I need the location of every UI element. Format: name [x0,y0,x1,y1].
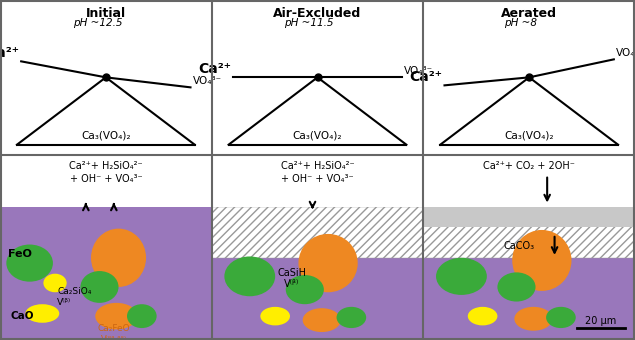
Text: Ca₂SiO₄: Ca₂SiO₄ [57,287,91,296]
Text: V⁽ᵝ⁾: V⁽ᵝ⁾ [284,279,300,289]
Ellipse shape [260,307,290,325]
Ellipse shape [6,244,53,282]
Bar [211,0,424,155]
Text: Ca²⁺: Ca²⁺ [198,62,231,76]
Text: Ca₂FeO: Ca₂FeO [98,324,131,333]
Text: Aerated: Aerated [501,7,557,20]
Text: Ca₃(VO₄)₂: Ca₃(VO₄)₂ [504,131,554,141]
Text: CaO: CaO [11,311,34,321]
Bar [424,0,635,155]
Text: FeO: FeO [8,249,32,259]
Text: VO₄³⁻: VO₄³⁻ [192,76,222,86]
Text: Air-Excluded: Air-Excluded [274,7,361,20]
Ellipse shape [303,308,341,332]
Text: Initial: Initial [86,7,126,20]
Bar [0,0,211,155]
Ellipse shape [512,230,572,291]
Ellipse shape [25,304,59,323]
Text: V⁽ᵝ⁾: V⁽ᵝ⁾ [57,298,71,307]
Ellipse shape [514,307,552,331]
Text: Ca²⁺+ H₂SiO₄²⁻: Ca²⁺+ H₂SiO₄²⁻ [281,161,354,171]
Ellipse shape [436,258,487,295]
Ellipse shape [286,275,324,304]
Text: Ca²⁺+ H₂SiO₄²⁻: Ca²⁺+ H₂SiO₄²⁻ [69,161,143,171]
Text: CaSiH: CaSiH [277,268,307,278]
Text: VO₄³⁻: VO₄³⁻ [404,66,433,76]
Text: pH ~12.5: pH ~12.5 [72,18,122,28]
Text: Ca²⁺: Ca²⁺ [410,70,443,84]
Bar [0,207,211,340]
Ellipse shape [298,234,358,292]
Text: Ca²⁺: Ca²⁺ [0,46,19,61]
Text: CaCO₃: CaCO₃ [503,241,534,251]
Bar [211,207,424,258]
Bar [0,155,211,207]
Text: + OH⁻ + VO₄³⁻: + OH⁻ + VO₄³⁻ [69,174,142,184]
Ellipse shape [224,256,275,296]
Ellipse shape [95,303,138,329]
Bar [211,155,424,207]
Bar [424,155,635,207]
Text: Ca₃(VO₄)₂: Ca₃(VO₄)₂ [293,131,342,141]
Ellipse shape [546,307,576,328]
Bar [424,207,635,258]
Bar [211,207,424,340]
Text: 20 μm: 20 μm [585,316,617,326]
Ellipse shape [91,228,146,287]
Text: pH ~8: pH ~8 [504,18,537,28]
Ellipse shape [81,271,119,303]
Text: + OH⁻ + VO₄³⁻: + OH⁻ + VO₄³⁻ [281,174,354,184]
Ellipse shape [127,304,157,328]
Text: V⁽ᵝᵝ,ᵝᵝ⁾: V⁽ᵝᵝ,ᵝᵝ⁾ [101,335,128,340]
Text: pH ~11.5: pH ~11.5 [284,18,334,28]
Bar [424,207,635,227]
Text: Ca²⁺+ CO₂ + 2OH⁻: Ca²⁺+ CO₂ + 2OH⁻ [483,161,575,171]
Ellipse shape [43,274,67,292]
Ellipse shape [468,307,497,325]
Text: VO₄³⁻: VO₄³⁻ [616,48,635,58]
Ellipse shape [337,307,366,328]
Bar [424,207,635,340]
Ellipse shape [497,272,535,302]
Text: Ca₃(VO₄)₂: Ca₃(VO₄)₂ [81,131,131,141]
